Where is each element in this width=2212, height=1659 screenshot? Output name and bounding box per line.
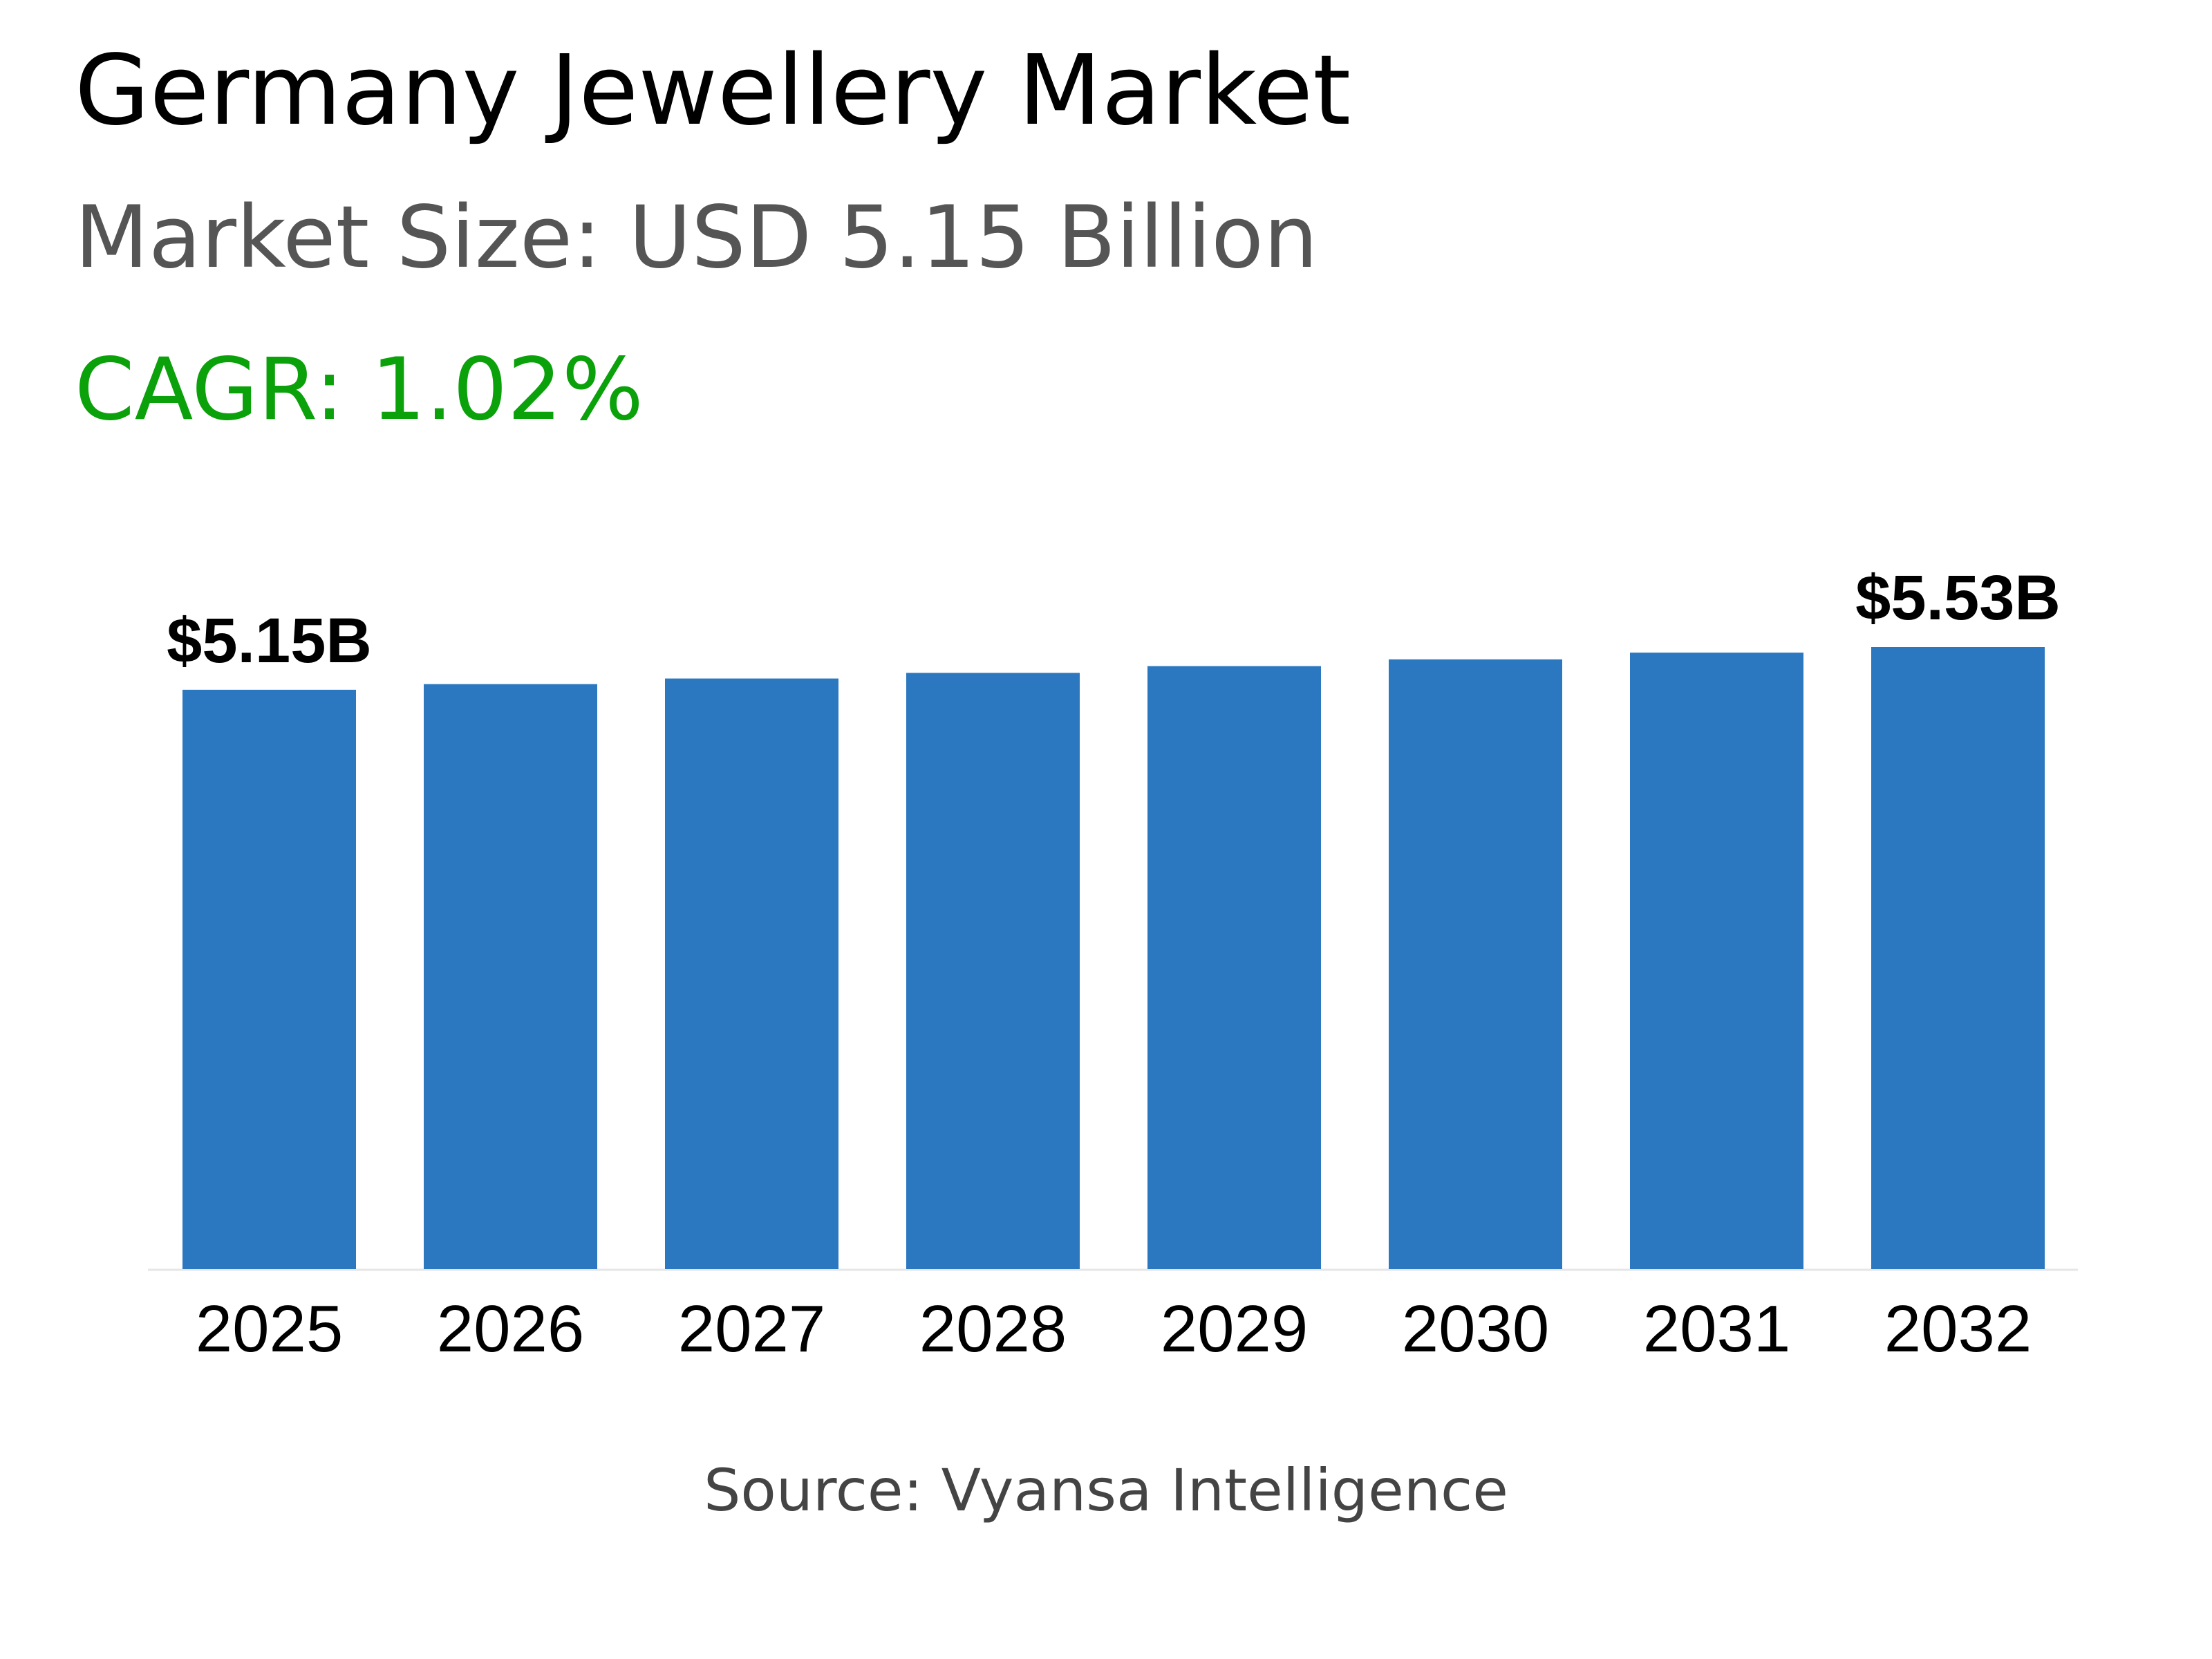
cagr-subtitle: CAGR: 1.02% (75, 340, 644, 440)
bar-2028 (906, 673, 1080, 1269)
x-tick-label: 2029 (1161, 1292, 1309, 1366)
chart-title: Germany Jewellery Market (75, 35, 1351, 147)
x-tick-label: 2031 (1643, 1292, 1791, 1366)
bar-2026 (424, 684, 597, 1269)
source-footer: Source: Vyansa Intelligence (704, 1456, 1508, 1524)
x-tick-label: 2028 (919, 1292, 1067, 1366)
x-tick-label: 2030 (1402, 1292, 1550, 1366)
bar-2031 (1630, 653, 1803, 1269)
data-label: $5.15B (167, 606, 372, 676)
bar-2029 (1147, 666, 1321, 1269)
x-tick-label: 2026 (437, 1292, 585, 1366)
data-label: $5.53B (1855, 563, 2061, 633)
bar-2032 (1871, 647, 2045, 1269)
bar-2030 (1389, 659, 1562, 1269)
x-tick-label: 2027 (678, 1292, 826, 1366)
x-tick-label: 2025 (196, 1292, 344, 1366)
x-tick-label: 2032 (1884, 1292, 2032, 1366)
market-size-subtitle: Market Size: USD 5.15 Billion (75, 188, 1318, 288)
bar-2027 (665, 678, 838, 1269)
bar-2025 (182, 689, 356, 1269)
